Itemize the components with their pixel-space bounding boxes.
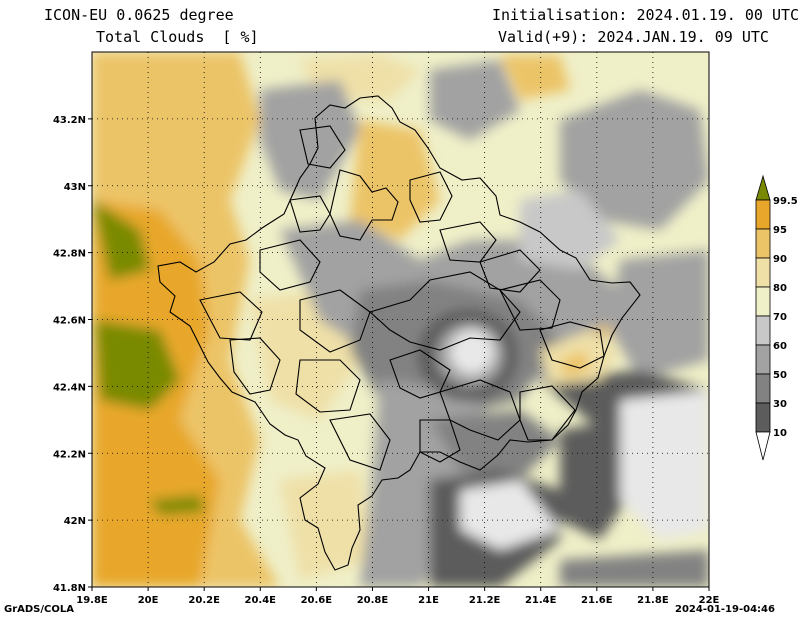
color-legend: 99.5 95 90 80 70 60 50 30 10: [755, 174, 798, 461]
longitude-labels: 19.8E 20E 20.2E 20.4E 20.6E 20.8E 21E 21.2E 21.4…: [76, 587, 720, 606]
lon-label: 20.6E: [301, 595, 333, 606]
lat-label: 42N: [64, 516, 86, 527]
lon-label: 20.4E: [245, 595, 277, 606]
lon-label: 21.8E: [637, 595, 669, 606]
cloud-field: [92, 52, 709, 587]
legend-label: 60: [773, 341, 787, 352]
lat-label: 43N: [64, 182, 86, 193]
admin-borders: [157, 95, 641, 571]
lon-label: 22E: [699, 595, 720, 606]
legend-swatch: [755, 344, 771, 375]
footer-credit: GrADS/COLA: [4, 604, 74, 615]
lat-label: 41.8N: [53, 583, 86, 594]
legend-swatch: [755, 228, 771, 259]
variable-title: Total Clouds [ %]: [96, 28, 259, 46]
legend-swatch: [755, 286, 771, 317]
latitude-labels: 43.2N 43N 42.8N 42.6N 42.4N 42.2N 42N 41.8N: [53, 115, 92, 594]
legend-label: 99.5: [773, 196, 798, 207]
legend-label: 95: [773, 225, 787, 236]
legend-label: 90: [773, 254, 787, 265]
lat-label: 42.2N: [53, 449, 86, 460]
legend-bottom-arrow: [755, 431, 771, 461]
lat-label: 42.4N: [53, 382, 86, 393]
lon-label: 20E: [138, 595, 159, 606]
legend-swatch: [755, 315, 771, 346]
lat-lon-grid: [92, 52, 709, 587]
legend-top-arrow: [755, 174, 771, 201]
lon-label: 21.2E: [469, 595, 501, 606]
lon-label: 21.6E: [581, 595, 613, 606]
init-time: Initialisation: 2024.01.19. 00 UTC: [492, 6, 800, 24]
lon-label: 21E: [418, 595, 439, 606]
valid-time: Valid(+9): 2024.JAN.19. 09 UTC: [498, 28, 769, 46]
legend-label: 30: [773, 399, 787, 410]
legend-swatch: [755, 257, 771, 288]
legend-label: 10: [773, 428, 787, 439]
lon-label: 20.8E: [357, 595, 389, 606]
lat-label: 43.2N: [53, 115, 86, 126]
model-title: ICON-EU 0.0625 degree: [44, 6, 234, 24]
lon-label: 21.4E: [525, 595, 557, 606]
legend-swatch: [755, 199, 771, 230]
legend-label: 50: [773, 370, 787, 381]
lat-label: 42.6N: [53, 316, 86, 327]
lon-label: 19.8E: [76, 595, 108, 606]
lat-label: 42.8N: [53, 249, 86, 260]
legend-label: 80: [773, 283, 787, 294]
lon-label: 20.2E: [188, 595, 220, 606]
footer-timestamp: 2024-01-19-04:46: [675, 604, 775, 615]
legend-label: 70: [773, 312, 787, 323]
legend-swatch: [755, 373, 771, 404]
legend-swatch: [755, 402, 771, 433]
